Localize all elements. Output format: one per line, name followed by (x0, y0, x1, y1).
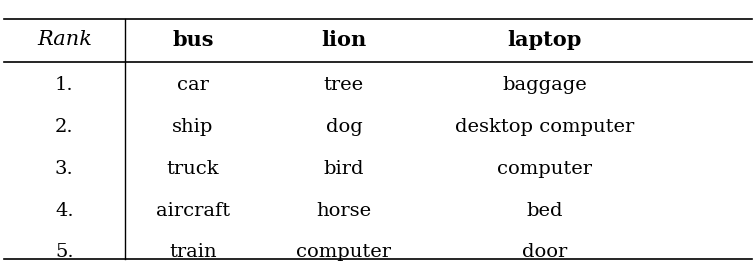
Text: laptop: laptop (507, 30, 581, 50)
Text: 5.: 5. (55, 244, 73, 261)
Text: 3.: 3. (55, 160, 73, 178)
Text: computer: computer (497, 160, 592, 178)
Text: car: car (177, 76, 209, 94)
Text: tree: tree (324, 76, 364, 94)
Text: aircraft: aircraft (156, 202, 230, 220)
Text: bed: bed (526, 202, 562, 220)
Text: baggage: baggage (502, 76, 587, 94)
Text: bus: bus (172, 30, 213, 50)
Text: truck: truck (166, 160, 219, 178)
Text: computer: computer (296, 244, 392, 261)
Text: dog: dog (326, 118, 362, 136)
Text: desktop computer: desktop computer (454, 118, 634, 136)
Text: bird: bird (324, 160, 364, 178)
Text: 2.: 2. (55, 118, 73, 136)
Text: train: train (169, 244, 216, 261)
Text: door: door (522, 244, 567, 261)
Text: 1.: 1. (55, 76, 73, 94)
Text: 4.: 4. (55, 202, 73, 220)
Text: Rank: Rank (37, 30, 91, 49)
Text: lion: lion (321, 30, 367, 50)
Text: ship: ship (172, 118, 213, 136)
Text: horse: horse (317, 202, 371, 220)
